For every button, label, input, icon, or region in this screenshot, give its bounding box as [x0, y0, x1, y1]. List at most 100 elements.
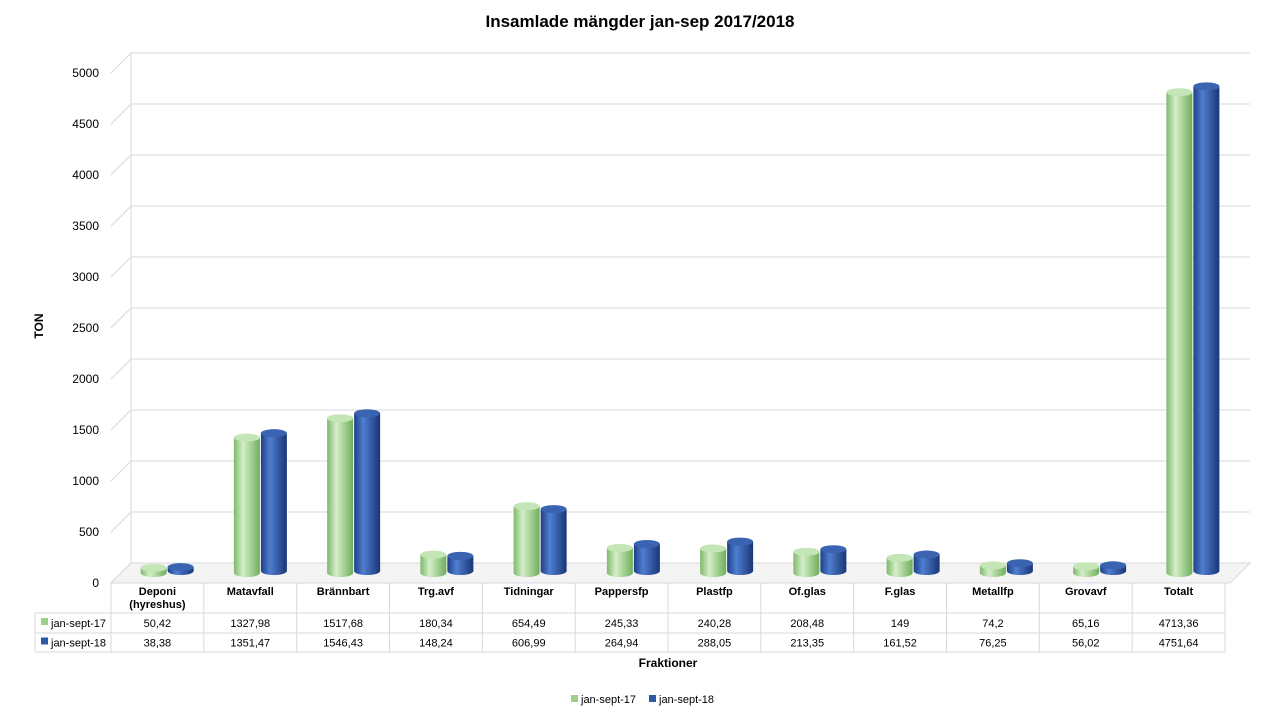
table-cell: 161,52: [883, 638, 917, 650]
legend-key: [649, 695, 656, 702]
y-tick-label: 4000: [72, 168, 99, 182]
bar: [886, 553, 913, 577]
bar-top: [140, 563, 167, 572]
y-tick-label: 4500: [72, 117, 99, 131]
bar-body: [540, 509, 567, 575]
table-legend-key: [41, 618, 48, 625]
bar: [633, 539, 660, 575]
gridline-side: [110, 409, 132, 431]
y-tick-label: 2500: [72, 321, 99, 335]
gridline-side: [110, 307, 132, 329]
bar-top: [233, 433, 260, 442]
bar-body: [886, 557, 913, 577]
bar: [700, 544, 727, 577]
bar-top: [979, 561, 1006, 570]
table-cell: 208,48: [790, 618, 824, 630]
y-tick-label: 3500: [72, 219, 99, 233]
legend-label: jan-sept-18: [658, 694, 714, 706]
bar-top: [420, 550, 447, 559]
y-tick-label: 1000: [72, 474, 99, 488]
x-tick-label: Plastfp: [696, 586, 733, 598]
bar: [540, 505, 567, 575]
bar-body: [233, 437, 260, 577]
bars: [140, 82, 1220, 578]
bar-top: [354, 409, 381, 418]
table-cell: 50,42: [144, 618, 172, 630]
x-tick-label: F.glas: [885, 586, 916, 598]
bar-top: [1193, 82, 1220, 91]
bar-top: [540, 505, 567, 514]
bar-top: [820, 545, 847, 554]
bar-top: [260, 429, 287, 438]
x-tick-label: Matavfall: [227, 586, 274, 598]
bar: [420, 550, 447, 577]
x-tick-label: Of.glas: [789, 586, 826, 598]
x-tick-label: Deponi (hyreshus): [129, 586, 186, 611]
bar: [140, 563, 167, 577]
table-cell: 606,99: [512, 638, 546, 650]
bar: [327, 414, 354, 577]
y-tick-label: 2000: [72, 372, 99, 386]
gridline-side: [110, 358, 132, 380]
gridline-side: [110, 52, 132, 74]
bar-body: [820, 549, 847, 575]
legend-label: jan-sept-17: [580, 694, 636, 706]
table-cell: 213,35: [790, 638, 824, 650]
x-tick-label: Grovavf: [1065, 586, 1107, 598]
bar-top: [447, 551, 474, 560]
bar-top: [167, 563, 194, 572]
bar: [513, 502, 540, 577]
table-cell: 4751,64: [1159, 638, 1199, 650]
y-tick-label: 0: [92, 576, 99, 590]
table-cell: 1517,68: [323, 618, 363, 630]
table-cell: 148,24: [419, 638, 453, 650]
bar: [1193, 82, 1220, 576]
bar-body: [633, 543, 660, 575]
bar: [820, 545, 847, 575]
table-cell: 245,33: [605, 618, 639, 630]
bar-top: [606, 543, 633, 552]
bar-top: [1073, 562, 1100, 571]
x-axis-label: Fraktioner: [639, 656, 698, 670]
x-tick-label: Brännbart: [317, 586, 370, 598]
bar: [1006, 559, 1033, 575]
bar-body: [1193, 86, 1220, 576]
bar: [167, 563, 194, 575]
bar-body: [913, 554, 940, 575]
gridlines: 0 500 1000 1500 2000 2500 3000 3500 4000 4500 5000: [72, 52, 1252, 590]
table-cell: 1327,98: [230, 618, 270, 630]
bar-body: [793, 551, 820, 577]
bar: [260, 429, 287, 575]
table-cell: 240,28: [698, 618, 732, 630]
bar-body: [354, 413, 381, 575]
gridline-side: [110, 154, 132, 176]
legend-key: [571, 695, 578, 702]
table-cell: 180,34: [419, 618, 453, 630]
bar: [447, 551, 474, 575]
bar-top: [1006, 559, 1033, 568]
table-cell: 38,38: [144, 638, 172, 650]
bar-top: [793, 547, 820, 556]
x-tick-label: Pappersfp: [595, 586, 649, 598]
bar-top: [727, 537, 754, 546]
gridline-side: [110, 205, 132, 227]
bar-body: [420, 554, 447, 577]
bar-top: [700, 544, 727, 553]
bar-body: [700, 548, 727, 577]
bar: [979, 561, 1006, 577]
bar: [606, 543, 633, 577]
bar: [727, 537, 754, 575]
legend: jan-sept-17 jan-sept-18: [571, 694, 714, 706]
bar-top: [913, 550, 940, 559]
bar-top: [1100, 561, 1127, 570]
table-cell: 288,05: [698, 638, 732, 650]
bar-body: [513, 506, 540, 577]
table-series-name: jan-sept-17: [50, 618, 106, 630]
table-cell: 74,2: [982, 618, 1003, 630]
bar-top: [633, 539, 660, 548]
gridline-side: [110, 562, 132, 584]
bar: [1166, 88, 1193, 578]
bar: [354, 409, 381, 575]
bar-body: [606, 547, 633, 577]
